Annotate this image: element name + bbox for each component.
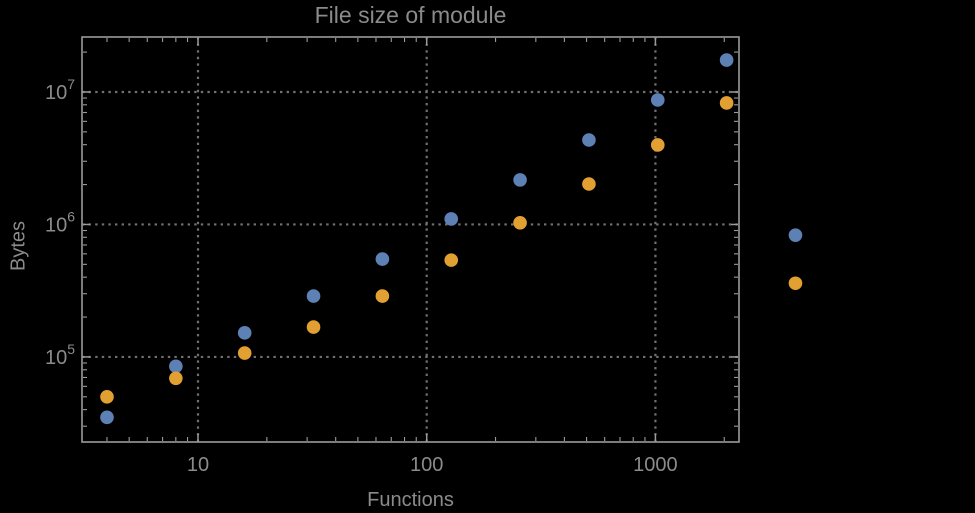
data-point — [444, 253, 459, 267]
y-tick-label: 106 — [45, 208, 75, 236]
plot-title: File size of module — [314, 2, 507, 28]
data-point — [237, 346, 252, 360]
data-point — [306, 320, 321, 334]
data-point — [100, 390, 114, 404]
y-tick-label: 105 — [45, 341, 75, 369]
data-point — [788, 228, 803, 242]
data-point — [582, 133, 596, 147]
data-point — [650, 93, 665, 107]
y-tick-label: 107 — [45, 76, 75, 104]
data-point — [719, 53, 734, 67]
data-point — [788, 276, 803, 291]
data-point — [650, 138, 665, 152]
data-point — [375, 289, 390, 303]
data-point — [100, 410, 114, 425]
x-axis-label: Functions — [367, 489, 454, 511]
data-point — [513, 215, 527, 230]
plot-frame — [81, 36, 740, 443]
x-tick-label: 100 — [410, 454, 443, 476]
data-point — [582, 177, 596, 191]
data-point — [169, 359, 183, 374]
data-point — [719, 96, 734, 110]
data-point — [237, 326, 252, 340]
data-point — [513, 173, 527, 187]
data-point — [375, 252, 390, 266]
data-point — [306, 289, 321, 303]
x-tick-label: 10 — [187, 454, 209, 476]
data-point — [169, 371, 183, 386]
data-point — [444, 212, 459, 226]
x-tick-label: 1000 — [633, 454, 678, 476]
y-axis-label: Bytes — [7, 220, 30, 272]
